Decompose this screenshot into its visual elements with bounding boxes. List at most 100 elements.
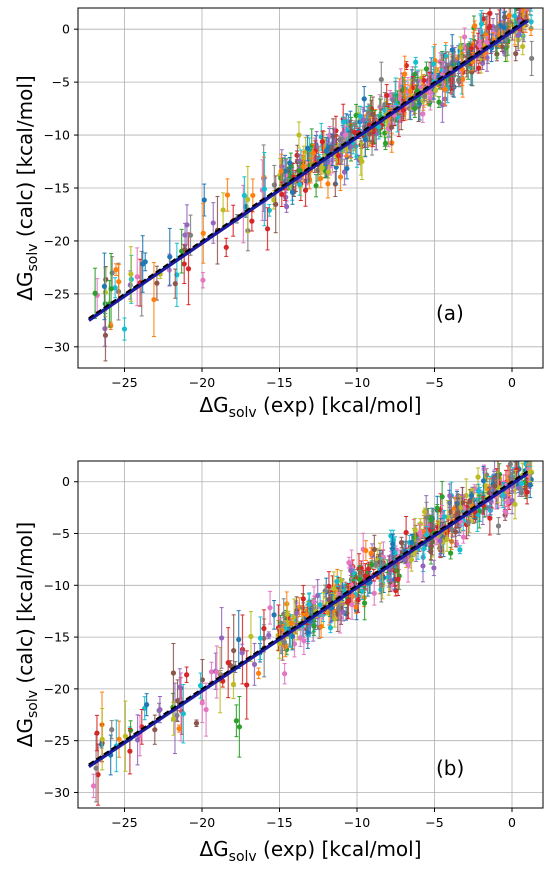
data-point <box>449 527 455 533</box>
y-tick-label: −30 <box>44 339 70 354</box>
data-point <box>261 625 267 632</box>
data-point <box>500 492 506 498</box>
data-point <box>241 192 247 199</box>
data-point <box>434 505 440 511</box>
data-point <box>528 19 534 25</box>
data-point <box>334 578 340 585</box>
data-point <box>369 561 375 568</box>
data-point <box>412 105 418 111</box>
data-point <box>102 289 108 295</box>
data-point <box>421 546 427 552</box>
data-point <box>95 772 101 778</box>
data-point <box>187 232 194 238</box>
data-point <box>400 107 407 113</box>
data-point <box>479 60 486 66</box>
data-point <box>512 501 518 507</box>
data-point <box>382 140 389 146</box>
data-point <box>459 500 466 506</box>
data-point <box>297 181 303 188</box>
y-tick-label: 0 <box>62 474 70 489</box>
data-point <box>281 639 288 645</box>
data-point <box>492 483 498 489</box>
y-axis-label: ΔGsolv (calc) [kcal/mol] <box>13 75 41 300</box>
identity-line <box>88 470 529 766</box>
data-point <box>407 88 413 94</box>
data-point <box>220 207 226 213</box>
data-point <box>395 576 401 582</box>
data-point <box>116 736 122 742</box>
data-point <box>358 155 364 162</box>
data-point <box>94 730 100 736</box>
data-point <box>380 554 386 560</box>
data-point <box>296 132 302 138</box>
data-point <box>357 576 363 582</box>
data-point <box>487 515 493 521</box>
data-point <box>338 577 344 583</box>
data-point <box>453 529 459 535</box>
data-point <box>520 43 526 50</box>
data-point <box>92 290 98 296</box>
data-point <box>515 32 521 38</box>
data-point <box>283 204 290 210</box>
data-point <box>355 597 361 603</box>
data-point <box>514 467 520 473</box>
data-point <box>250 192 256 199</box>
data-point <box>304 145 311 151</box>
data-point <box>101 283 108 289</box>
data-point <box>441 514 448 520</box>
data-point <box>526 452 531 457</box>
data-point <box>122 733 129 739</box>
data-point <box>494 24 500 31</box>
data-point <box>475 474 481 480</box>
data-point <box>455 510 461 516</box>
data-point <box>245 196 251 203</box>
data-point <box>318 175 324 182</box>
data-point <box>230 681 237 687</box>
data-point <box>318 623 324 630</box>
data-point <box>519 8 525 14</box>
data-point <box>134 737 141 743</box>
data-point <box>492 455 497 460</box>
data-point <box>353 604 359 610</box>
data-point <box>476 65 482 71</box>
data-point <box>357 113 363 119</box>
data-point <box>433 87 439 94</box>
x-axis-label: ΔGsolv (exp) [kcal/mol] <box>199 393 421 421</box>
data-point <box>528 452 533 457</box>
data-point <box>420 111 426 117</box>
data-point <box>388 124 395 130</box>
data-point <box>461 34 468 40</box>
x-tick-label: −20 <box>189 815 215 830</box>
data-point <box>413 59 419 65</box>
data-point <box>251 661 258 667</box>
x-tick-label: −25 <box>111 375 137 390</box>
data-point <box>361 600 368 606</box>
data-point <box>468 45 474 52</box>
data-point <box>170 670 177 676</box>
data-point <box>214 669 220 675</box>
data-point <box>255 670 262 676</box>
data-point <box>345 598 351 604</box>
data-point <box>98 741 105 748</box>
data-point <box>331 586 337 592</box>
data-point <box>236 636 242 643</box>
data-point <box>288 620 294 626</box>
data-point <box>513 51 519 57</box>
data-point <box>506 12 512 19</box>
data-point <box>278 168 284 174</box>
data-point <box>361 96 367 102</box>
y-tick-label: −15 <box>44 630 70 645</box>
data-point <box>279 163 285 170</box>
data-point <box>507 461 513 467</box>
data-point <box>468 492 475 499</box>
data-point <box>248 633 254 640</box>
data-point <box>529 55 535 62</box>
data-point <box>424 532 430 538</box>
data-point <box>170 716 177 722</box>
data-point <box>465 519 471 525</box>
data-point <box>311 599 317 605</box>
data-point <box>319 165 325 171</box>
data-point <box>284 611 290 618</box>
data-point <box>363 547 369 554</box>
data-point <box>144 702 150 708</box>
